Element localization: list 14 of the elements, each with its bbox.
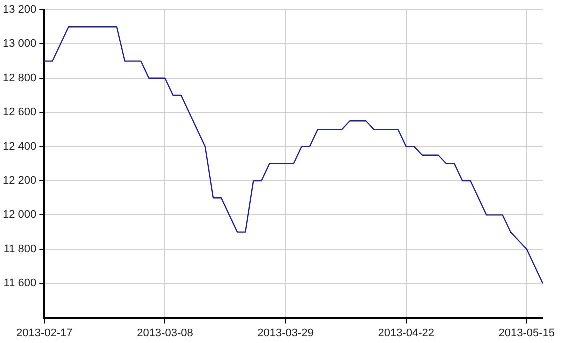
y-tick-label: 11 600 xyxy=(4,278,37,290)
y-tick-label: 12 400 xyxy=(2,140,37,153)
x-tick-label: 2013-05-15 xyxy=(498,327,556,340)
y-tick-label: 13 200 xyxy=(2,4,37,16)
y-tick-label: 13 000 xyxy=(2,38,37,50)
y-tick-label: 12 000 xyxy=(2,209,37,222)
y-tick-label: 12 600 xyxy=(2,106,37,119)
y-tick-label: 12 200 xyxy=(2,175,37,188)
y-tick-label: 12 800 xyxy=(2,72,37,84)
x-tick-label: 2013-02-17 xyxy=(16,327,73,340)
x-tick-label: 2013-03-08 xyxy=(137,327,194,340)
x-tick-label: 2013-04-22 xyxy=(378,327,434,340)
x-tick-label: 2013-03-29 xyxy=(258,327,314,340)
y-tick-label: 11 800 xyxy=(4,243,37,256)
